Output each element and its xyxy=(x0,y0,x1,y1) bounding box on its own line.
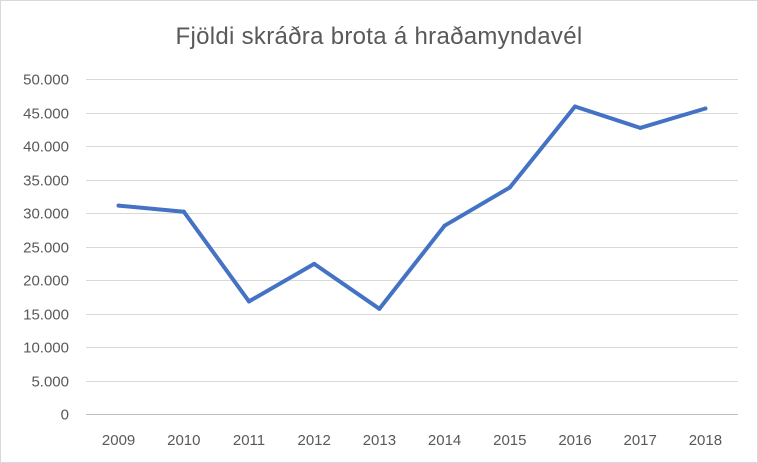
series-layer xyxy=(116,104,708,311)
y-tick-label: 45.000 xyxy=(23,106,69,123)
data-point xyxy=(181,209,186,214)
x-tick-label: 2009 xyxy=(102,432,135,449)
y-tick-label: 5.000 xyxy=(31,374,69,391)
y-tick-label: 40.000 xyxy=(23,139,69,156)
data-point xyxy=(247,299,251,304)
data-point xyxy=(312,261,317,266)
x-tick-label: 2016 xyxy=(558,432,591,449)
y-tick-label: 25.000 xyxy=(23,240,69,257)
x-tick-label: 2014 xyxy=(428,432,461,449)
data-point xyxy=(507,185,512,190)
data-point xyxy=(638,125,643,130)
data-point xyxy=(377,306,382,311)
y-tick-label: 50.000 xyxy=(23,72,69,89)
series-line xyxy=(116,104,708,311)
x-tick-label: 2011 xyxy=(233,432,265,449)
data-point xyxy=(573,104,577,109)
data-point xyxy=(703,106,708,111)
data-point xyxy=(116,203,121,208)
x-tick-label: 2015 xyxy=(493,432,526,449)
x-axis-tick-labels: 2009 2010 2011 2012 2013 2014 2015 2016 2017 2018 xyxy=(102,432,722,449)
y-axis-tick-labels: 0 5.000 10.000 15.000 20.000 25.000 30.000 35.0… xyxy=(23,72,69,424)
x-tick-label: 2017 xyxy=(624,432,657,449)
y-tick-label: 20.000 xyxy=(23,273,69,290)
y-tick-label: 15.000 xyxy=(23,307,69,324)
gridlines xyxy=(86,79,738,415)
x-tick-label: 2012 xyxy=(298,432,331,449)
y-tick-label: 10.000 xyxy=(23,340,69,357)
x-tick-label: 2013 xyxy=(363,432,396,449)
y-tick-label: 0 xyxy=(61,407,69,424)
chart-title: Fjöldi skráðra brota á hraðamyndavél xyxy=(175,23,583,50)
x-tick-label: 2010 xyxy=(167,432,200,449)
data-point xyxy=(442,223,447,228)
x-tick-label: 2018 xyxy=(689,432,722,449)
y-tick-label: 35.000 xyxy=(23,173,69,190)
y-tick-label: 30.000 xyxy=(23,206,69,223)
